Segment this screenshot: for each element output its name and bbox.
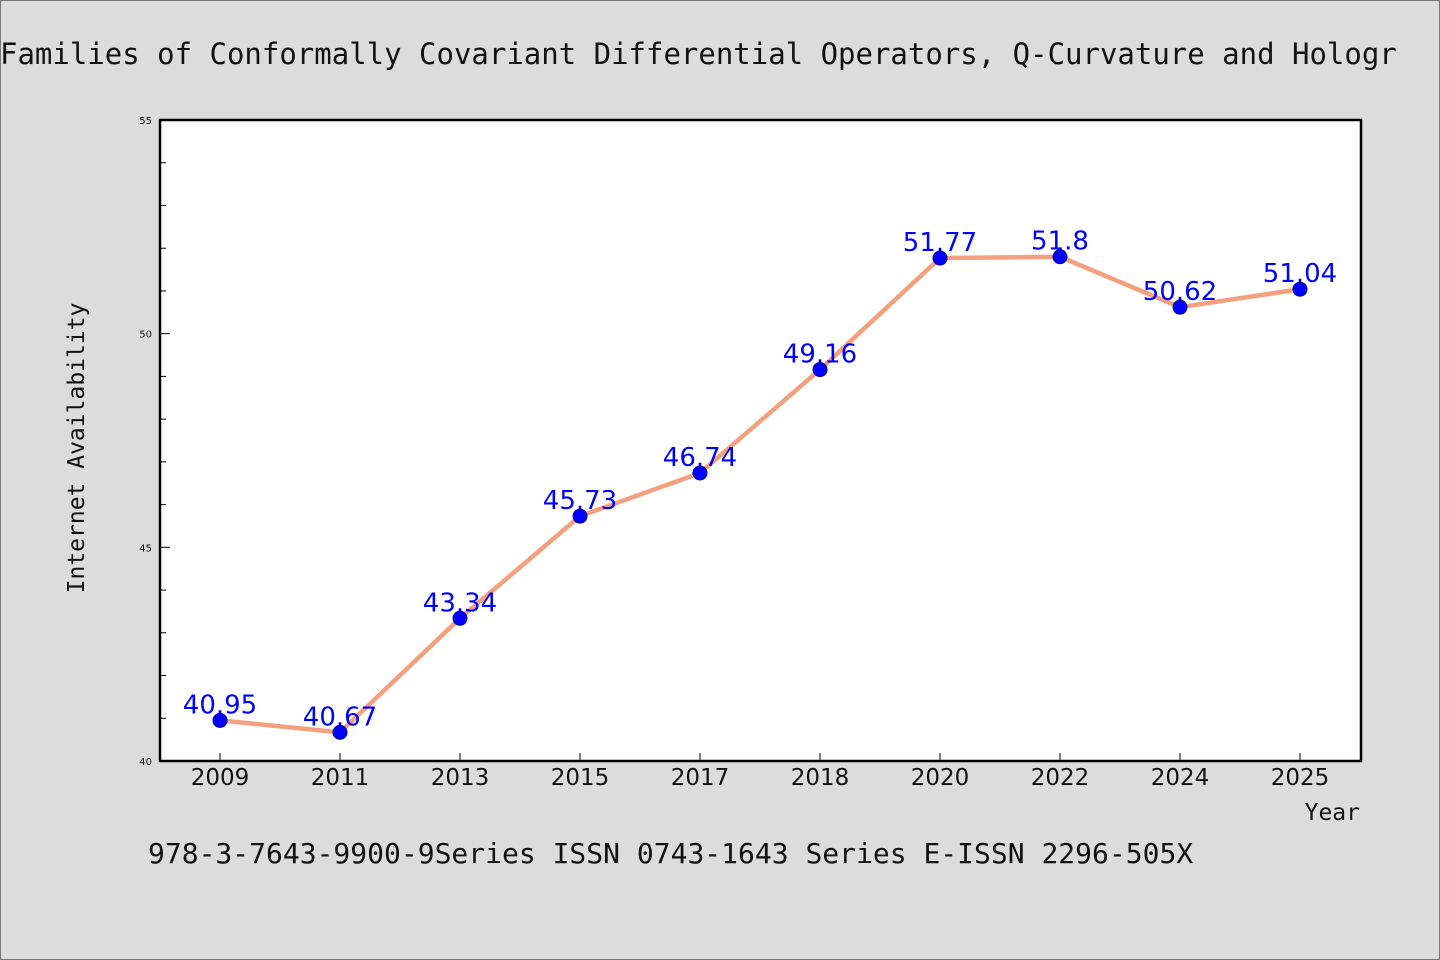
y-tick-label: 45 (139, 543, 152, 554)
data-label: 49.16 (783, 340, 857, 370)
plot-area (160, 120, 1361, 761)
plot-border (158, 118, 1363, 763)
x-tick-label: 2013 (431, 765, 490, 791)
data-labels: 40.95 40.67 43.34 45.73 46.74 49.16 51.77 51.8 5… (183, 227, 1337, 733)
x-tick-label: 2020 (911, 765, 970, 791)
data-point (692, 465, 708, 481)
data-point (1172, 299, 1188, 315)
data-label: 40.67 (303, 702, 377, 732)
x-tick-label: 2009 (191, 765, 250, 791)
x-axis-label: Year (1305, 800, 1360, 826)
data-label: 51.77 (903, 228, 977, 258)
data-label: 50.62 (1143, 277, 1217, 307)
x-tick-label: 2011 (311, 765, 370, 791)
data-point (452, 610, 468, 626)
data-point (332, 724, 348, 740)
y-tick-label: 50 (139, 330, 152, 341)
x-tick-label: 2024 (1151, 765, 1210, 791)
series-line (217, 254, 1303, 735)
data-point (1292, 281, 1308, 297)
footer-issn-text: 978-3-7643-9900-9Series ISSN 0743-1643 S… (148, 837, 1194, 870)
data-label: 51.8 (1031, 227, 1089, 257)
data-point (812, 362, 828, 378)
data-point (1052, 249, 1068, 265)
y-axis-label: Internet Availability (64, 303, 90, 594)
x-tick-label: 2022 (1031, 765, 1090, 791)
data-label: 46.74 (663, 443, 737, 473)
data-point (932, 250, 948, 266)
x-tick-label: 2015 (551, 765, 610, 791)
data-label: 43.34 (423, 588, 497, 618)
data-point (572, 508, 588, 524)
x-tick-label: 2025 (1271, 765, 1330, 791)
x-tick-label: 2017 (671, 765, 730, 791)
data-label: 51.04 (1263, 259, 1337, 289)
x-tick-label: 2018 (791, 765, 850, 791)
y-tick-label: 40 (139, 757, 152, 768)
data-markers (212, 249, 1308, 740)
chart-title: Families of Conformally Covariant Differ… (0, 37, 1397, 71)
y-tick-label: 55 (139, 116, 152, 127)
data-point (212, 712, 228, 728)
x-axis-ticks: 2009 2011 2013 2015 2017 2018 2020 2022 2024 2025 (191, 753, 1330, 791)
data-label: 40.95 (183, 690, 257, 720)
data-label: 45.73 (543, 486, 617, 516)
